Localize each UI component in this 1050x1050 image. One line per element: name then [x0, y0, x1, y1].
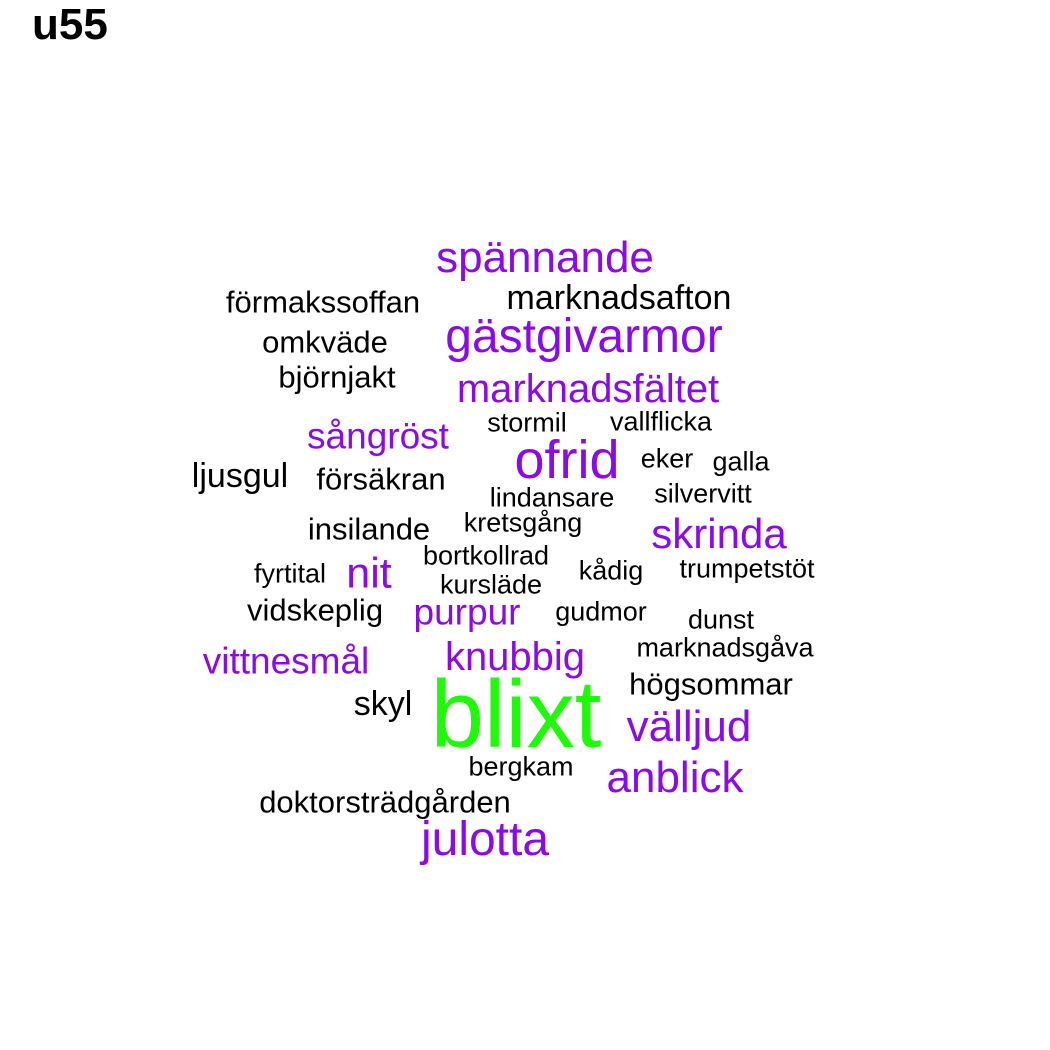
cloud-word: anblick — [606, 753, 744, 802]
cloud-word: vidskeplig — [246, 592, 384, 628]
cloud-word: marknadsgåva — [636, 632, 814, 663]
cloud-word: julotta — [420, 813, 550, 866]
cloud-word: bergkam — [468, 751, 574, 782]
cloud-word: lindansare — [489, 482, 615, 513]
cloud-word: högsommar — [629, 666, 793, 702]
cloud-word: ofrid — [514, 430, 620, 490]
cloud-word: förmakssoffan — [225, 284, 421, 320]
page-title: u55 — [32, 0, 108, 49]
cloud-word: omkväde — [262, 324, 388, 360]
cloud-word: kådig — [578, 555, 644, 586]
cloud-word: nit — [346, 549, 392, 598]
cloud-word: björnjakt — [278, 359, 396, 395]
cloud-word: eker — [640, 443, 694, 474]
cloud-word: fyrtital — [253, 558, 327, 589]
cloud-word: försäkran — [316, 461, 446, 497]
cloud-word: vallflicka — [609, 406, 713, 437]
cloud-word: marknadsafton — [506, 279, 732, 317]
cloud-word: knubbig — [444, 635, 586, 679]
cloud-word: spännande — [436, 233, 654, 282]
cloud-word: stormil — [487, 407, 567, 438]
cloud-word: purpur — [413, 591, 521, 633]
cloud-word: gudmor — [555, 596, 647, 627]
cloud-word: doktorsträdgården — [259, 784, 511, 820]
cloud-word: kursläde — [439, 569, 543, 600]
cloud-word: blixt — [430, 661, 602, 768]
cloud-word: skyl — [353, 685, 413, 723]
cloud-word: vittnesmål — [202, 640, 370, 682]
cloud-word: insilande — [307, 511, 431, 547]
cloud-word: kretsgång — [463, 507, 583, 538]
cloud-word: gästgivarmor — [445, 310, 723, 363]
cloud-word: välljud — [626, 702, 752, 751]
cloud-word: dunst — [687, 604, 755, 635]
cloud-word: trumpetstöt — [679, 553, 815, 584]
cloud-word: skrinda — [651, 510, 787, 557]
cloud-word: marknadsfältet — [456, 367, 720, 411]
cloud-word: galla — [712, 446, 770, 477]
cloud-word: silvervitt — [654, 478, 752, 509]
cloud-word: sångröst — [307, 415, 449, 457]
cloud-word: ljusgul — [191, 457, 289, 495]
cloud-word: bortkollrad — [422, 540, 550, 571]
